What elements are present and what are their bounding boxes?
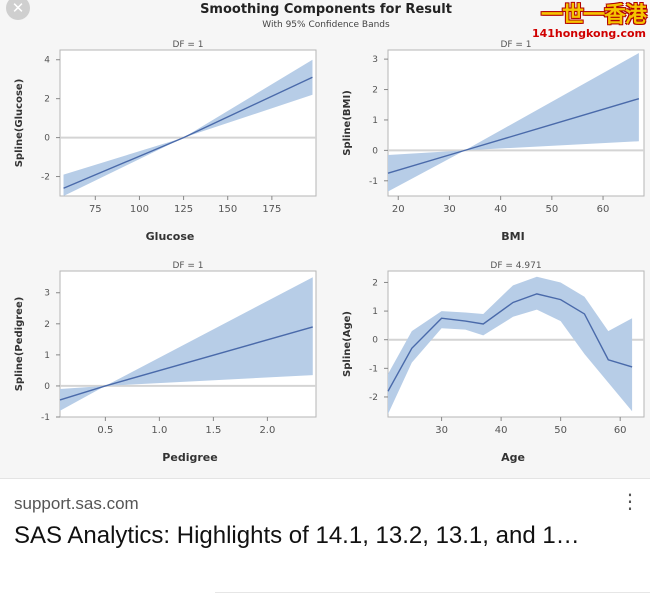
df-label: DF = 4.971	[490, 261, 541, 271]
y-tick-label: 2	[44, 320, 50, 330]
x-tick-label: 1.0	[151, 425, 167, 436]
y-tick-label: 0	[372, 146, 378, 156]
x-tick-label: 75	[89, 204, 102, 215]
y-tick-label: 3	[44, 289, 50, 299]
df-label: DF = 1	[172, 40, 203, 50]
spline-panel: DF = 1 0.5 1.0 1.5 2.0 -1 0 1 2 3 Pedigree Spline(P…	[14, 261, 317, 464]
x-axis-label: BMI	[501, 230, 524, 243]
x-tick-label: 50	[545, 204, 558, 215]
x-tick-label: 30	[443, 204, 456, 215]
x-axis-label: Pedigree	[162, 451, 217, 464]
x-tick-label: 60	[614, 425, 627, 436]
y-tick-label: 1	[372, 116, 378, 126]
x-tick-label: 50	[554, 425, 567, 436]
y-tick-label: 1	[372, 307, 378, 317]
df-label: DF = 1	[172, 261, 203, 271]
watermark-text: 一世一香港	[540, 3, 647, 28]
x-tick-label: 1.5	[205, 425, 221, 436]
spline-fit-line	[387, 97, 640, 174]
close-icon[interactable]: ✕	[6, 0, 30, 20]
x-axis-label: Glucose	[146, 230, 195, 243]
y-axis-label: Spline(BMI)	[342, 90, 353, 156]
spline-fit-line	[387, 293, 633, 392]
y-tick-label: -2	[369, 393, 378, 403]
spline-panel: DF = 1 20 30 40 50 60 -1 0 1 2 3 BMI Spline(BMI)	[342, 40, 645, 243]
y-tick-label: -1	[369, 364, 378, 374]
result-title[interactable]: SAS Analytics: Highlights of 14.1, 13.2,…	[14, 522, 580, 549]
confidence-band	[388, 276, 633, 415]
confidence-band	[60, 277, 313, 411]
more-vert-icon[interactable]: ⋮	[620, 489, 640, 513]
figure-subtitle: With 95% Confidence Bands	[262, 20, 390, 30]
y-tick-label: -1	[369, 177, 378, 187]
smoothing-components-figure: Smoothing Components for Result With 95%…	[14, 2, 645, 464]
y-tick-label: 2	[44, 95, 50, 105]
y-tick-label: -1	[41, 413, 50, 423]
confidence-band	[388, 53, 639, 192]
spline-fit-line	[59, 326, 313, 401]
x-tick-label: 40	[494, 204, 507, 215]
y-axis-label: Spline(Pedigree)	[14, 297, 25, 392]
figure-title: Smoothing Components for Result	[200, 2, 452, 17]
spline-panel: DF = 4.971 30 40 50 60 -2 -1 0 1 2 Age Spline(Age)	[342, 261, 645, 464]
x-tick-label: 20	[392, 204, 405, 215]
y-tick-label: 0	[44, 134, 50, 144]
watermark-url: 141hongkong.com	[531, 27, 646, 40]
y-tick-label: 2	[372, 278, 378, 288]
df-label: DF = 1	[500, 40, 531, 50]
y-axis-label: Spline(Glucose)	[14, 79, 25, 168]
x-tick-label: 40	[495, 425, 508, 436]
y-tick-label: -2	[41, 173, 50, 183]
y-tick-label: 4	[44, 56, 50, 66]
x-tick-label: 60	[597, 204, 610, 215]
x-tick-label: 150	[218, 204, 237, 215]
y-tick-label: 3	[372, 55, 378, 65]
y-tick-label: 1	[44, 351, 50, 361]
y-tick-label: 0	[372, 336, 378, 346]
spline-fit-line	[63, 76, 313, 189]
x-axis-label: Age	[501, 451, 525, 464]
y-tick-label: 0	[44, 382, 50, 392]
x-tick-label: 0.5	[97, 425, 113, 436]
y-axis-label: Spline(Age)	[342, 311, 353, 377]
spline-panel: DF = 1 75 100 125 150 175 -2 0 2 4 Glucose Spline(G…	[14, 40, 317, 243]
y-tick-label: 2	[372, 86, 378, 96]
result-thumbnail[interactable]: Smoothing Components for Result With 95%…	[0, 0, 650, 479]
x-tick-label: 125	[174, 204, 193, 215]
x-tick-label: 100	[130, 204, 149, 215]
watermark-logo: 一世一香港 141hongkong.com	[531, 3, 647, 40]
x-tick-label: 30	[435, 425, 448, 436]
x-tick-label: 2.0	[259, 425, 275, 436]
result-source[interactable]: support.sas.com	[14, 494, 139, 513]
x-tick-label: 175	[262, 204, 281, 215]
divider	[215, 592, 650, 593]
